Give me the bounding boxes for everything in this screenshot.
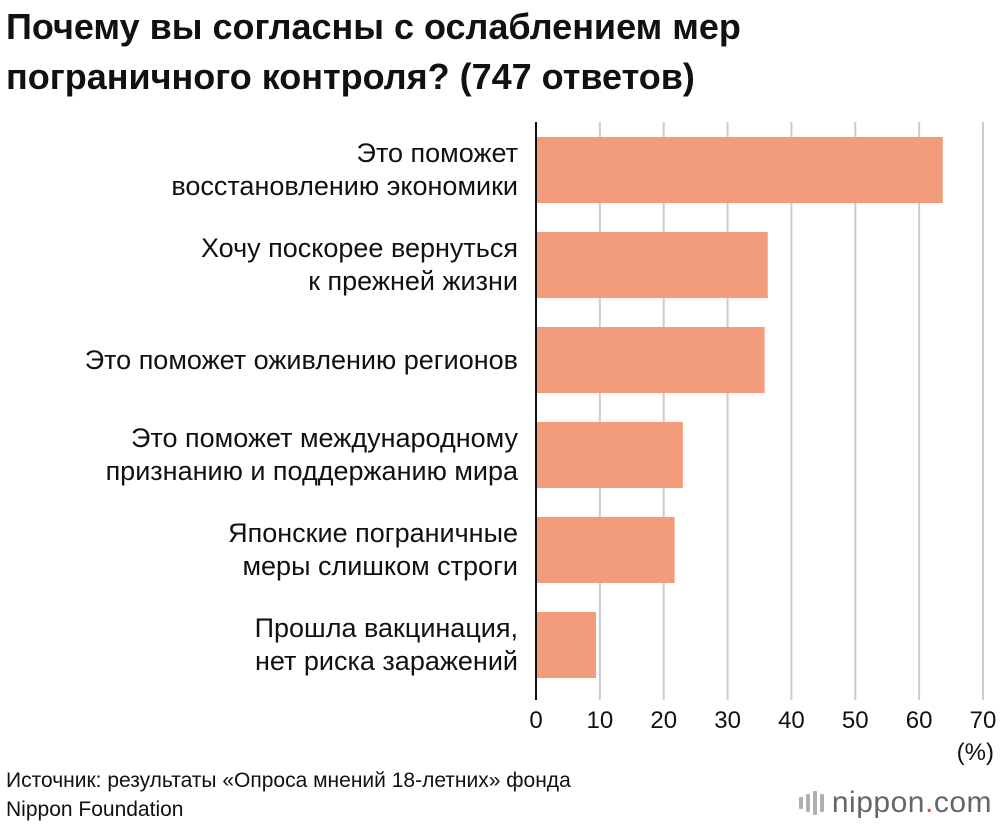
category-label-1: Это поможет восстановлению экономики	[0, 137, 518, 203]
chart-title: Почему вы согласны с ослаблением мер пог…	[6, 2, 986, 102]
chart-title-line-1: Почему вы согласны с ослаблением мер	[6, 6, 741, 47]
category-label-line: Японские пограничные	[228, 518, 518, 548]
x-tick-label-10: 10	[587, 707, 614, 734]
brand-name: nippon	[831, 786, 925, 819]
nippon-logo-icon	[798, 791, 824, 815]
category-label-6: Прошла вакцинация, нет риска заражений	[0, 612, 518, 678]
category-label-line: меры слишком строги	[242, 551, 518, 581]
brand-logo: nippon. com	[798, 786, 992, 820]
source-line-2: Nippon Foundation	[6, 798, 184, 821]
brand-dot: .	[924, 786, 934, 819]
category-label-2: Хочу поскорее вернуться к прежней жизни	[0, 232, 518, 298]
bar-2	[536, 232, 768, 298]
bar-3	[536, 327, 765, 393]
x-axis-unit: (%)	[957, 739, 994, 766]
x-tick-label-40: 40	[778, 707, 805, 734]
bar-5	[536, 517, 675, 583]
chart-title-line-2: пограничного контроля? (747 ответов)	[6, 56, 695, 97]
x-tick-label-60: 60	[906, 707, 933, 734]
x-tick-label-30: 30	[714, 707, 741, 734]
source-line-1: Источник: результаты «Опроса мнений 18-л…	[6, 769, 571, 792]
category-label-line: Прошла вакцинация,	[254, 613, 518, 643]
category-label-line: Это поможет оживлению регионов	[84, 344, 518, 375]
category-label-3: Это поможет оживлению регионов	[0, 344, 518, 377]
x-tick-label-50: 50	[842, 707, 869, 734]
bar-4	[536, 422, 683, 488]
category-label-line: Это поможет международному	[131, 423, 518, 453]
category-label-line: признанию и поддержанию мира	[105, 456, 518, 486]
bar-6	[536, 612, 597, 678]
category-label-4: Это поможет международному признанию и по…	[0, 422, 518, 488]
x-tick-label-0: 0	[529, 707, 542, 734]
brand-domain: com	[933, 786, 992, 819]
category-label-5: Японские пограничные меры слишком строги	[0, 517, 518, 583]
bar-1	[536, 137, 943, 203]
category-label-line: восстановлению экономики	[171, 171, 518, 201]
category-label-line: к прежней жизни	[308, 266, 518, 296]
category-label-line: Это поможет	[356, 138, 518, 168]
x-tick-label-20: 20	[650, 707, 677, 734]
category-label-line: нет риска заражений	[255, 646, 518, 676]
category-label-line: Хочу поскорее вернуться	[200, 233, 518, 263]
x-tick-label-70: 70	[970, 707, 997, 734]
source-note: Источник: результаты «Опроса мнений 18-л…	[6, 766, 571, 824]
